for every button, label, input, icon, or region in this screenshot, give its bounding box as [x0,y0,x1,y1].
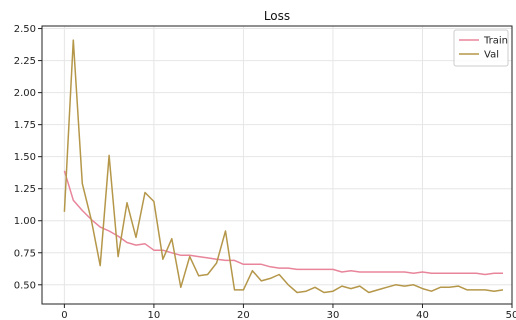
x-tick-label: 10 [148,310,161,320]
y-tick-label: 2.25 [14,56,36,67]
legend: Train Val [453,29,509,67]
grid [42,26,513,304]
x-tick-label: 20 [237,310,250,320]
axis-ticks: 0 10 20 30 40 50 0.50 0.75 1.00 1.25 1.50 1.75 2.00 2… [14,24,516,320]
x-tick-label: 0 [61,310,67,320]
y-tick-label: 2.00 [14,88,36,99]
axes-frame [41,25,513,305]
y-tick-label: 1.75 [14,120,36,131]
chart-title: Loss [264,9,290,23]
y-tick-label: 1.50 [14,152,36,163]
y-tick-label: 0.75 [14,248,36,259]
x-tick-label: 40 [416,310,429,320]
y-tick-label: 2.50 [14,24,36,35]
y-tick-label: 1.25 [14,184,36,195]
series-line-train [63,170,503,276]
y-tick-label: 1.00 [14,216,36,227]
legend-label-val: Val [484,50,499,61]
series-line-val [63,39,504,294]
series-lines [63,39,504,294]
x-tick-label: 30 [327,310,340,320]
x-tick-label: 50 [506,310,516,320]
legend-box [453,29,509,67]
y-tick-label: 0.50 [14,280,36,291]
legend-label-train: Train [483,36,508,47]
